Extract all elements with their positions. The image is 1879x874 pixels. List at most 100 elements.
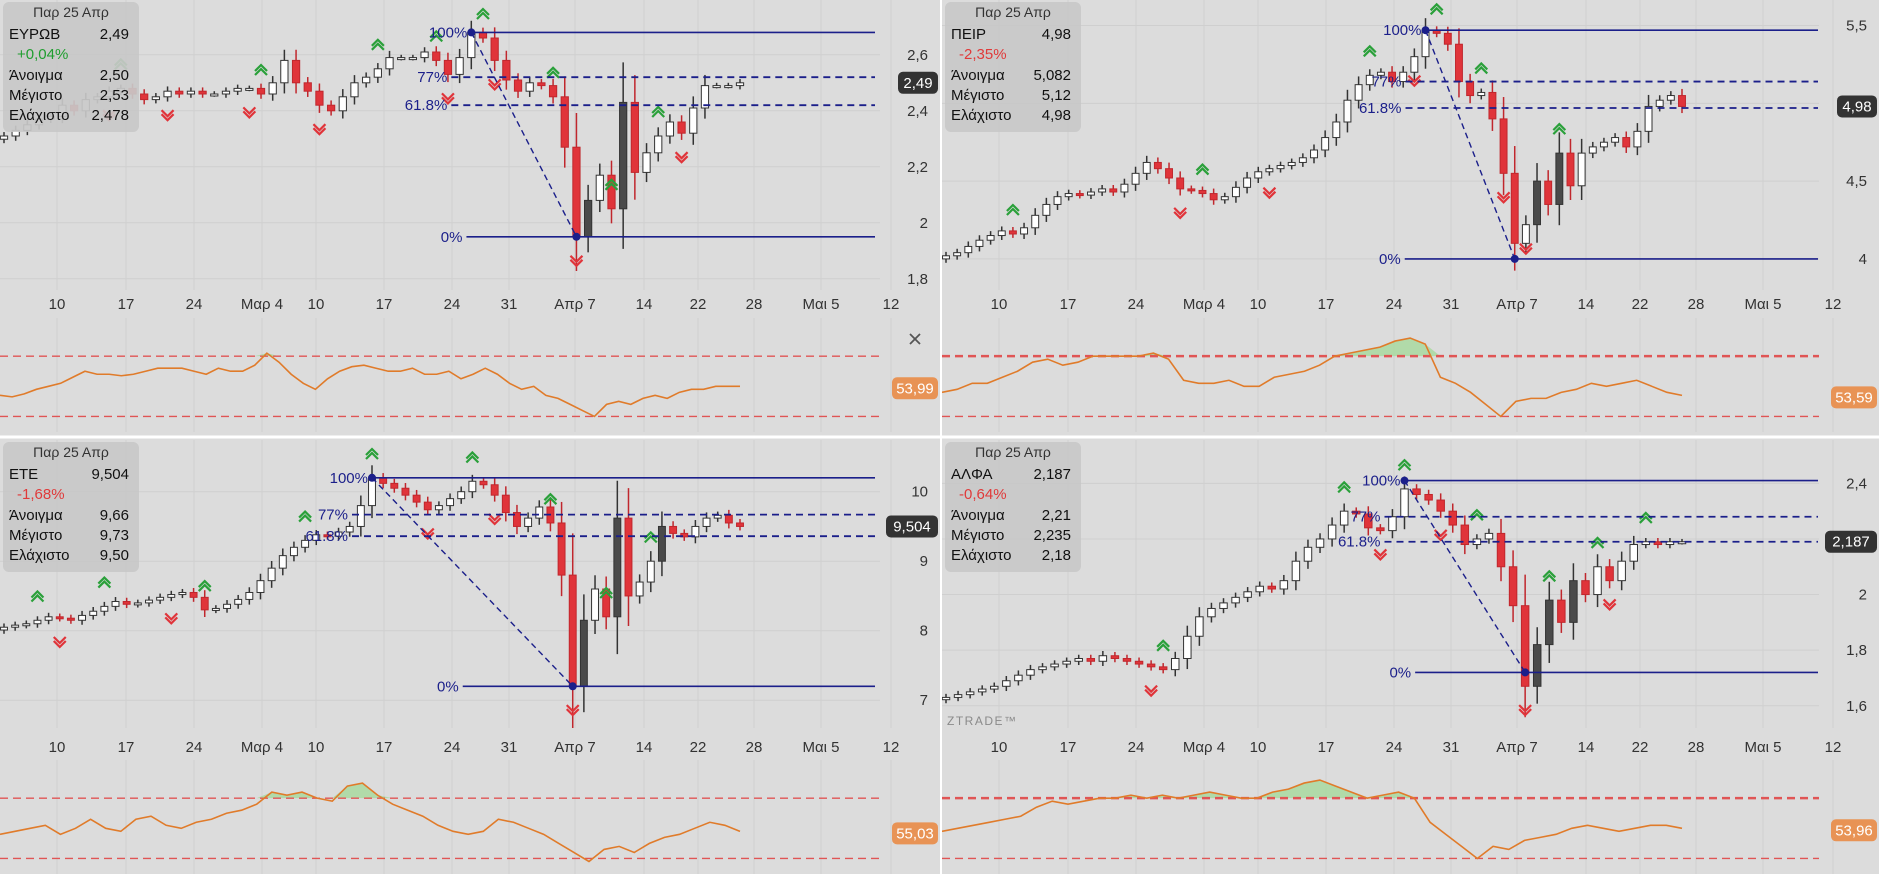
candle[interactable] [560, 76, 569, 168]
candle[interactable] [234, 594, 243, 609]
candle[interactable] [535, 500, 544, 525]
candle[interactable] [1448, 503, 1457, 533]
chart-panel-ΑΛΦΑ[interactable]: 100%77%61.8%0%2,42,221,81,62,187101724Μα… [942, 440, 1879, 874]
candle[interactable] [1666, 91, 1675, 105]
candle[interactable] [1327, 517, 1337, 547]
candle[interactable] [1617, 551, 1626, 591]
candle[interactable] [1231, 592, 1240, 608]
candle[interactable] [1195, 607, 1204, 646]
candle[interactable] [446, 493, 455, 511]
candle[interactable] [1120, 178, 1129, 198]
candle[interactable] [654, 127, 663, 162]
candle[interactable] [267, 560, 276, 588]
candle[interactable] [223, 600, 231, 613]
candle[interactable] [1110, 651, 1120, 663]
candle[interactable] [537, 79, 546, 90]
candle[interactable] [513, 504, 521, 535]
candle[interactable] [385, 50, 394, 76]
candle[interactable] [1593, 554, 1602, 608]
candle[interactable] [89, 607, 98, 620]
candle[interactable] [315, 83, 324, 113]
candle[interactable] [702, 512, 711, 533]
candle[interactable] [997, 226, 1006, 240]
candle[interactable] [334, 527, 343, 541]
candle[interactable] [1310, 144, 1318, 164]
candle[interactable] [163, 86, 172, 102]
candle[interactable] [423, 496, 432, 516]
rsi-line[interactable] [942, 337, 1683, 418]
candle[interactable] [665, 114, 675, 144]
candle[interactable] [1424, 489, 1433, 505]
candle[interactable] [619, 62, 628, 249]
candle[interactable] [1499, 97, 1508, 196]
candle[interactable] [175, 87, 184, 98]
candle[interactable] [1544, 170, 1553, 216]
candle[interactable] [1087, 188, 1095, 199]
candle[interactable] [0, 623, 8, 634]
candle[interactable] [1488, 80, 1497, 131]
candle[interactable] [1484, 528, 1494, 544]
candle[interactable] [1399, 66, 1408, 88]
chart-panel-ΕΤΕ[interactable]: 100% 77% 61.8% 0% 10 9 8 7 9,504 10 17 24 Μαρ 4 10 17 2… [0, 440, 940, 874]
candle[interactable] [1220, 192, 1229, 204]
fib-anchor-point[interactable] [1510, 254, 1519, 263]
candle[interactable] [350, 75, 359, 105]
candle[interactable] [595, 163, 604, 213]
candle[interactable] [1412, 484, 1421, 500]
candle[interactable] [1243, 587, 1252, 603]
candle[interactable] [642, 143, 651, 183]
candle[interactable] [178, 588, 187, 599]
candle[interactable] [1279, 574, 1289, 595]
candle[interactable] [301, 535, 310, 553]
candle[interactable] [1677, 538, 1687, 545]
candle[interactable] [0, 132, 9, 144]
candle[interactable] [1577, 138, 1586, 201]
candle[interactable] [221, 87, 231, 98]
candle[interactable] [1020, 222, 1029, 239]
candle[interactable] [613, 480, 622, 655]
candle[interactable] [210, 91, 219, 97]
candle[interactable] [1365, 69, 1374, 91]
candle[interactable] [432, 46, 441, 67]
chart-panel-ΕΥΡΩΒ[interactable]: 100% 77% 61.8% 0% 2,6 2,4 2,2 2 1,8 2,49 10 17 24 Μαρ… [0, 0, 940, 432]
candle[interactable] [1171, 651, 1180, 677]
candle[interactable] [607, 160, 616, 224]
candle[interactable] [646, 551, 655, 593]
candle[interactable] [397, 54, 406, 61]
candle[interactable] [1243, 171, 1252, 194]
candle[interactable] [1153, 157, 1162, 174]
candle[interactable] [1599, 137, 1608, 152]
candle[interactable] [256, 83, 266, 99]
candle[interactable] [189, 587, 198, 602]
candle[interactable] [1086, 654, 1096, 666]
close-icon[interactable] [909, 333, 921, 345]
candle[interactable] [479, 477, 488, 489]
candle[interactable] [303, 77, 312, 97]
fibonacci-retracement[interactable]: 100% 77% 61.8% 0% [305, 470, 875, 696]
candle[interactable] [736, 518, 744, 531]
candle[interactable] [977, 685, 987, 696]
candle[interactable] [326, 100, 336, 116]
fib-anchor-point[interactable] [1400, 476, 1409, 485]
candle[interactable] [1364, 506, 1373, 536]
candle[interactable] [245, 85, 254, 92]
candle[interactable] [1605, 559, 1614, 589]
candle[interactable] [1622, 131, 1631, 153]
candle[interactable] [1219, 598, 1228, 614]
candle[interactable] [1265, 164, 1274, 176]
candle[interactable] [233, 84, 242, 95]
rsi-line[interactable] [0, 782, 741, 863]
candle[interactable] [990, 682, 999, 693]
candle[interactable] [78, 610, 87, 625]
candle[interactable] [468, 474, 477, 499]
candle[interactable] [1042, 197, 1051, 222]
candle[interactable] [964, 241, 973, 258]
candle[interactable] [1109, 185, 1118, 196]
candle[interactable] [1653, 537, 1663, 549]
fib-anchor-point[interactable] [1421, 26, 1430, 35]
candle[interactable] [624, 488, 633, 626]
candle[interactable] [1038, 663, 1047, 674]
candle[interactable] [1477, 88, 1486, 100]
candle[interactable] [677, 115, 686, 140]
